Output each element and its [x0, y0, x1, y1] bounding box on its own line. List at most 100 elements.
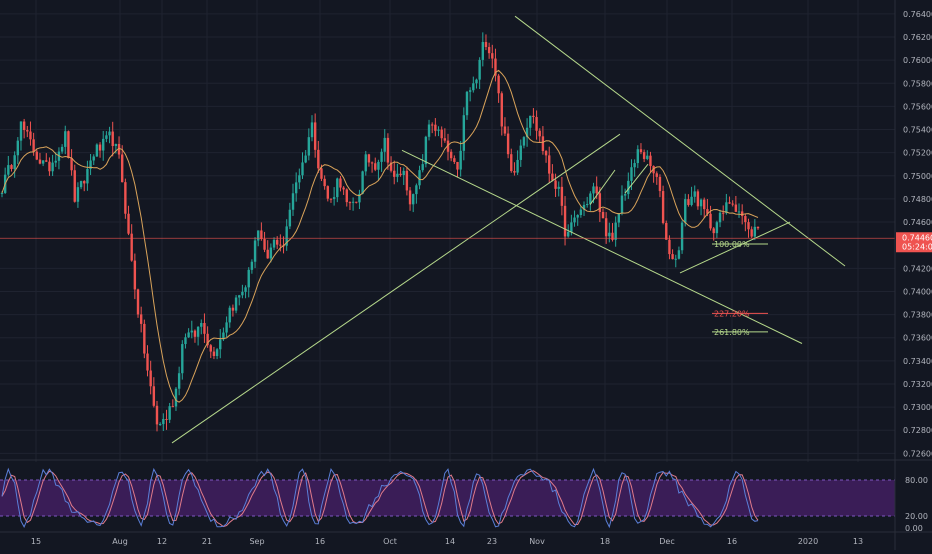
candle-body	[358, 193, 361, 203]
candle-body	[532, 115, 535, 118]
candle-body	[563, 205, 567, 237]
candle-body	[269, 247, 273, 259]
candle-body	[576, 215, 579, 218]
candle-body	[174, 388, 178, 407]
candle-body	[203, 323, 206, 334]
candle-body	[519, 145, 522, 160]
candle-body	[310, 122, 314, 138]
candle-body	[630, 167, 633, 181]
candle-body	[725, 202, 728, 214]
candle-body	[548, 155, 551, 174]
candle-body	[219, 339, 222, 350]
candle-body	[478, 59, 481, 80]
candle-body	[671, 254, 674, 260]
candle-body	[560, 186, 564, 206]
candle-body	[10, 165, 13, 169]
candle-body	[544, 151, 548, 156]
candle-body	[427, 124, 431, 137]
candle-body	[718, 212, 722, 223]
price-countdown-label: 05:24:05	[902, 242, 932, 251]
time-tick-label: Sep	[249, 537, 264, 546]
time-tick-label: 16	[315, 537, 325, 546]
candle-body	[585, 204, 589, 206]
candle-body	[703, 199, 706, 210]
candle-body	[304, 155, 307, 163]
candle-body	[620, 195, 624, 214]
candle-body	[342, 187, 345, 190]
candle-body	[339, 178, 342, 188]
candle-body	[646, 155, 649, 159]
time-tick-label: 23	[487, 537, 497, 546]
candle-body	[706, 209, 709, 214]
candle-body	[275, 239, 279, 245]
candle-body	[317, 149, 320, 169]
candle-body	[367, 154, 371, 163]
candle-body	[29, 131, 32, 140]
candle-body	[582, 204, 586, 210]
candle-body	[177, 373, 181, 389]
candle-body	[627, 180, 630, 195]
candle-body	[377, 161, 380, 170]
candle-body	[437, 129, 440, 131]
candle-body	[98, 144, 102, 151]
candle-body	[728, 202, 731, 204]
candle-body	[193, 330, 197, 337]
candle-body	[551, 173, 554, 181]
candle-body	[263, 239, 266, 250]
trendline	[679, 221, 791, 274]
candle-body	[722, 212, 725, 214]
candle-body	[693, 191, 696, 197]
candle-body	[665, 222, 668, 240]
candle-body	[380, 151, 383, 162]
candle-body	[168, 406, 171, 420]
candle-body	[529, 115, 532, 128]
candle-body	[105, 135, 108, 139]
candle-body	[247, 269, 250, 288]
candle-body	[750, 229, 753, 237]
candle-body	[690, 196, 693, 205]
candle-body	[487, 47, 491, 54]
candle-body	[589, 193, 592, 205]
trendline	[171, 133, 621, 444]
oscillator-pane	[0, 462, 895, 532]
candle-body	[684, 199, 687, 223]
candle-body	[449, 151, 453, 159]
time-tick-label: Nov	[529, 537, 545, 546]
candle-body	[500, 93, 503, 127]
candle-body	[133, 260, 137, 290]
time-tick-label: 21	[202, 537, 212, 546]
candle-body	[608, 232, 611, 237]
candle-body	[79, 181, 83, 188]
trendline	[514, 15, 846, 267]
candle-body	[396, 173, 399, 177]
candle-body	[687, 199, 690, 205]
candle-body	[16, 140, 20, 156]
candle-body	[456, 161, 459, 170]
candle-body	[54, 160, 57, 163]
candle-body	[740, 211, 744, 217]
candle-body	[329, 198, 333, 200]
time-tick-label: Oct	[383, 537, 397, 546]
candle-body	[51, 162, 54, 172]
candle-body	[158, 424, 162, 426]
candle-body	[114, 143, 118, 147]
candle-body	[320, 168, 323, 179]
candle-body	[348, 202, 352, 204]
candle-body	[424, 136, 428, 165]
candle-body	[434, 124, 437, 131]
candle-body	[181, 344, 184, 374]
candle-body	[680, 222, 684, 251]
oscillator-tick-label: 0.00	[905, 524, 923, 533]
oscillator-band-fill	[0, 480, 895, 516]
candle-body	[323, 178, 326, 187]
candle-body	[266, 249, 269, 259]
time-tick-label: 14	[445, 537, 455, 546]
